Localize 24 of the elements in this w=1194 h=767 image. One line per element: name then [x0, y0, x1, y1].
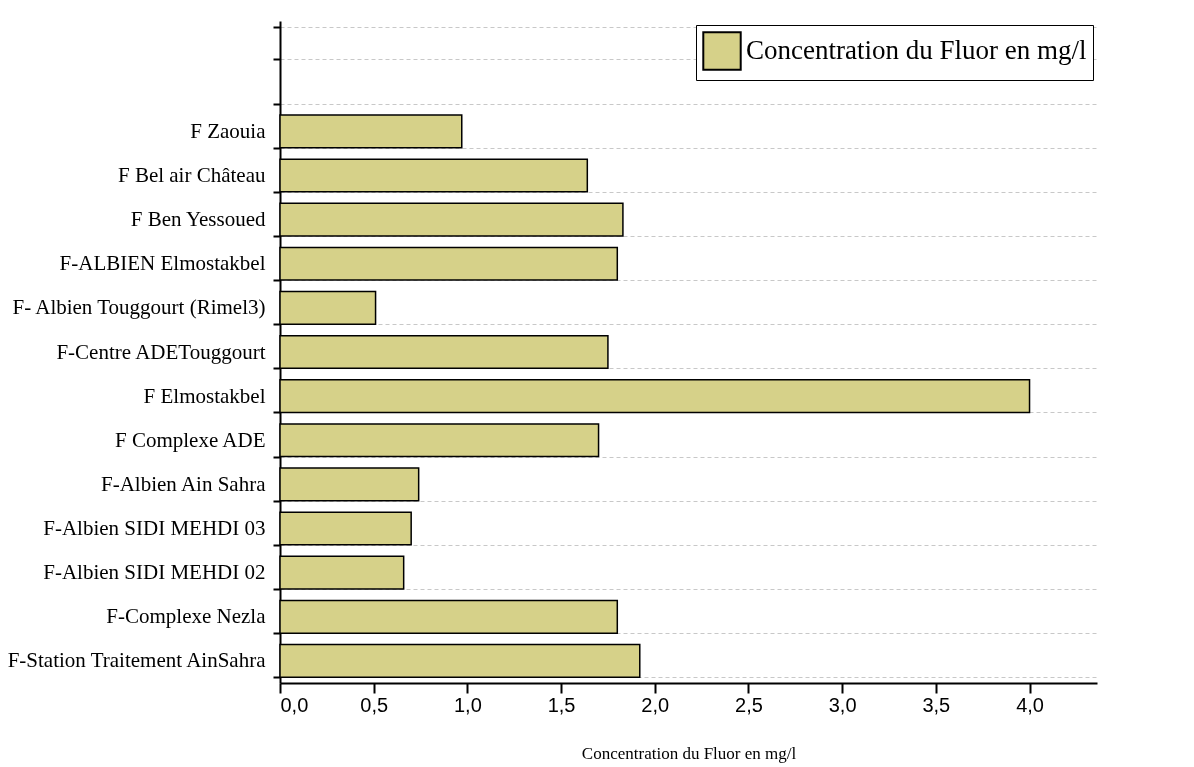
y-tick-label: F Elmostakbel — [143, 383, 266, 408]
x-axis-title: Concentration du Fluor en mg/l — [581, 743, 797, 763]
y-tick-label: F-Albien SIDI MEHDI 02 — [43, 560, 266, 585]
y-tick-label: F Complexe ADE — [115, 427, 266, 452]
y-tick-label: F-Albien Ain Sahra — [101, 471, 267, 496]
x-tick-label: 0,0 — [280, 693, 309, 716]
y-tick-label: F-Albien SIDI MEHDI 03 — [43, 516, 266, 541]
x-tick-label: 2,0 — [641, 693, 670, 716]
x-tick-label: 0,5 — [360, 693, 389, 716]
x-tick-label: 3,5 — [922, 693, 951, 716]
y-tick-label: F- Albien Touggourt (Rimel3) — [12, 295, 266, 320]
x-tick-label: 4,0 — [1016, 693, 1044, 716]
x-tick-label: 2,5 — [735, 693, 763, 716]
y-tick-label: F-Complexe Nezla — [106, 604, 267, 629]
y-tick-label: F-Centre ADETouggourt — [56, 339, 266, 364]
y-tick-label: F Zaouia — [190, 118, 267, 143]
legend-label: Concentration du Fluor en mg/l — [746, 35, 1087, 65]
x-tick-label: 3,0 — [828, 693, 857, 716]
x-tick-label: 1,5 — [547, 693, 576, 716]
y-tick-label: F-ALBIEN Elmostakbel — [59, 251, 266, 276]
y-tick-label: F-Station Traitement AinSahra — [7, 648, 267, 673]
x-tick-label: 1,0 — [453, 693, 482, 716]
y-tick-label: F Bel air Château — [117, 162, 266, 187]
y-tick-label: F Ben Yessoued — [130, 207, 266, 232]
